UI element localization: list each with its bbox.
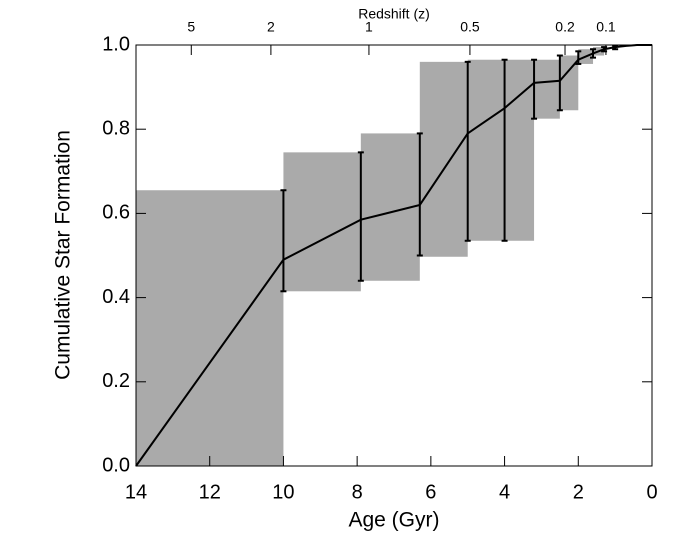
y-tick-label: 0.4 [102,286,130,308]
x-tick-label: 2 [573,481,584,503]
bin-box [467,59,535,241]
error-bar [590,48,597,59]
x-tick-label: 0 [646,481,657,503]
error-bar [575,50,582,65]
x2-tick-label: 5 [187,19,195,35]
error-bar [612,44,619,51]
y-tick-label: 0.6 [102,202,130,224]
error-bar [416,132,423,257]
y-tick-label: 1.0 [102,33,130,55]
x2-tick-label: 1 [365,19,373,35]
x-tick-label: 8 [352,481,363,503]
error-bar [556,54,563,112]
x-tick-label: 10 [272,481,294,503]
x2-tick-label: 0.1 [596,19,616,35]
error-bar [501,58,508,242]
x2-tick-label: 0.5 [460,19,480,35]
x2-tick-label: 0.2 [555,19,575,35]
y-axis-title: Cumulative Star Formation [52,130,75,380]
bin-box [283,152,361,292]
error-bar [280,189,287,293]
x-tick-label: 6 [425,481,436,503]
error-bar [464,60,471,242]
bin-box [136,190,284,466]
y-tick-label: 0.0 [102,454,130,476]
x-tick-label: 12 [199,481,221,503]
plot-frame [135,44,653,467]
error-bar [357,151,364,282]
x-tick-label: 4 [499,481,510,503]
y-tick-label: 0.2 [102,370,130,392]
x2-axis-title: Redshift (z) [358,6,430,22]
y-tick-label: 0.8 [102,117,130,139]
bin-box [534,59,560,119]
x2-tick-label: 2 [267,19,275,35]
x-tick-label: 14 [125,481,147,503]
error-bar [531,58,538,120]
x-axis-title: Age (Gyr) [348,509,439,532]
bin-box [559,55,579,111]
bin-box [419,61,468,257]
